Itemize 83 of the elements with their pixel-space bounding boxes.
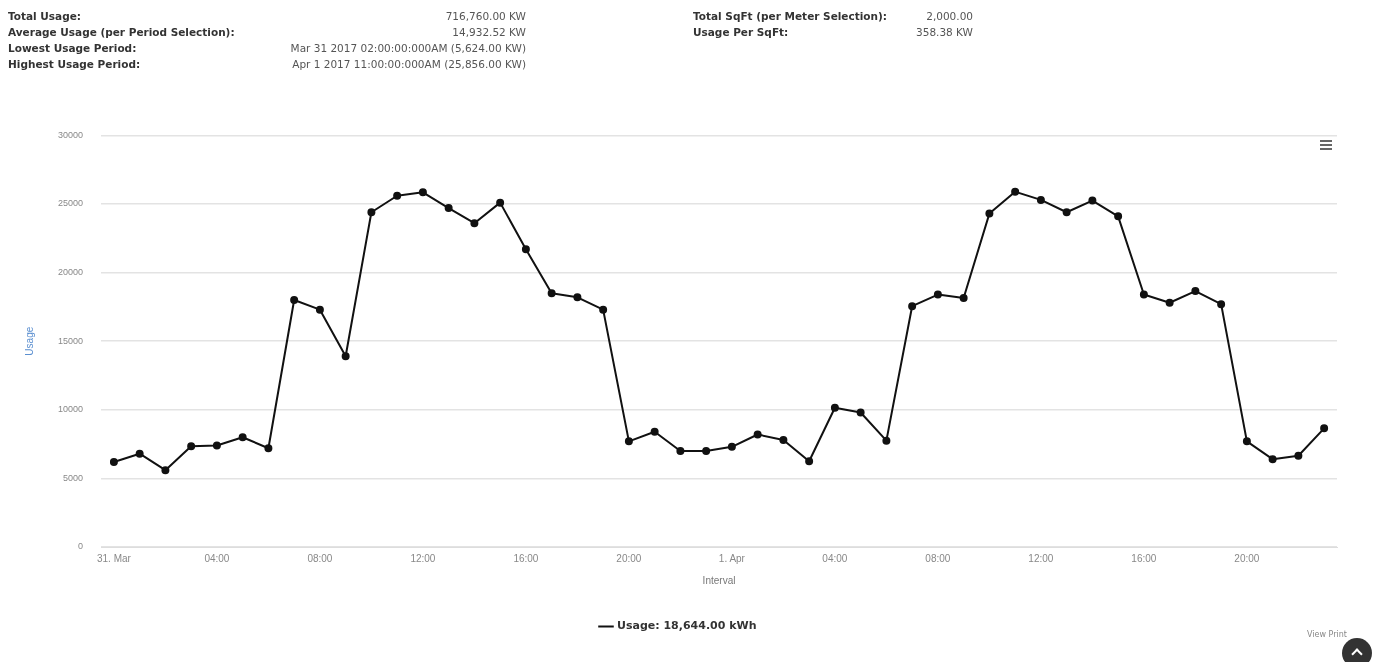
point — [109, 457, 118, 466]
point — [882, 436, 891, 445]
x-tick-label: 16:00 — [1131, 552, 1157, 564]
point — [238, 433, 247, 442]
x-tick-label: 12:00 — [410, 552, 436, 564]
point — [985, 209, 994, 218]
x-tick-label: 04:00 — [822, 552, 848, 564]
point — [187, 442, 196, 451]
legend-label: Usage: 18,644.00 kWh — [617, 619, 757, 633]
text: Total SqFt (per Meter Selection): — [693, 9, 888, 24]
point — [676, 446, 685, 455]
point — [1320, 424, 1329, 433]
point — [599, 305, 608, 314]
text: Average Usage (per Period Selection): — [8, 25, 235, 40]
x-tick-label: 12:00 — [1028, 552, 1054, 564]
text: View Print — [1307, 630, 1347, 639]
y-tick-label: 30000 — [58, 129, 84, 140]
point — [650, 427, 659, 436]
point — [1114, 212, 1123, 221]
point — [1217, 300, 1226, 309]
x-tick-label: 16:00 — [513, 552, 539, 564]
point — [830, 403, 839, 412]
point — [1088, 196, 1097, 205]
point — [573, 293, 582, 302]
y-tick-label: 10000 — [58, 404, 84, 415]
point — [805, 457, 814, 466]
text: Total Usage: — [8, 9, 82, 24]
point — [341, 352, 350, 361]
y-tick-label: 25000 — [58, 198, 84, 209]
point — [135, 449, 144, 458]
point — [418, 188, 427, 197]
x-tick-label: 31. Mar — [96, 552, 132, 564]
point — [1268, 455, 1277, 464]
point — [161, 466, 170, 475]
point — [521, 245, 530, 254]
point — [1242, 437, 1251, 446]
point — [624, 437, 633, 446]
point — [1165, 298, 1174, 307]
x-tick-label: 20:00 — [1234, 552, 1260, 564]
y-tick-label: 0 — [78, 541, 84, 552]
text: Highest Usage Period: — [8, 57, 141, 72]
point — [959, 293, 968, 302]
point — [1011, 187, 1020, 196]
text: 14,932.52 KW — [452, 25, 526, 40]
point — [1191, 287, 1200, 296]
text: 2,000.00 — [926, 9, 973, 24]
x-tick-label: 08:00 — [925, 552, 951, 564]
x-axis-title: Interval — [702, 574, 736, 586]
x-tick-label: 08:00 — [307, 552, 333, 564]
point — [315, 305, 324, 314]
x-tick-label: 04:00 — [204, 552, 230, 564]
point — [470, 219, 479, 228]
text: Apr 1 2017 11:00:00:000AM (25,856.00 KW) — [292, 57, 526, 72]
point — [1294, 451, 1303, 460]
point — [496, 198, 505, 207]
text: Mar 31 2017 02:00:00:000AM (5,624.00 KW) — [290, 41, 526, 56]
point — [290, 296, 299, 305]
point — [908, 302, 917, 311]
point — [1036, 195, 1045, 204]
y-tick-label: 20000 — [58, 267, 84, 278]
point — [702, 446, 711, 455]
y-axis-title: Usage — [23, 326, 35, 356]
point — [264, 444, 273, 453]
point — [547, 289, 556, 298]
point — [444, 204, 453, 213]
point — [727, 442, 736, 451]
point — [367, 208, 376, 217]
point — [856, 408, 865, 417]
text: Usage Per SqFt: — [693, 25, 789, 40]
point — [1062, 208, 1071, 217]
y-tick-label: 5000 — [63, 472, 84, 483]
text: 358.38 KW — [916, 25, 973, 40]
point — [1139, 290, 1148, 299]
x-tick-label: 20:00 — [616, 552, 642, 564]
point — [753, 430, 762, 439]
text: 716,760.00 KW — [445, 9, 526, 24]
point — [212, 441, 221, 450]
point — [933, 290, 942, 299]
point — [393, 191, 402, 200]
x-tick-label: 1. Apr — [718, 552, 746, 564]
text: Lowest Usage Period: — [8, 41, 137, 56]
y-tick-label: 15000 — [58, 335, 84, 346]
point — [779, 435, 788, 444]
